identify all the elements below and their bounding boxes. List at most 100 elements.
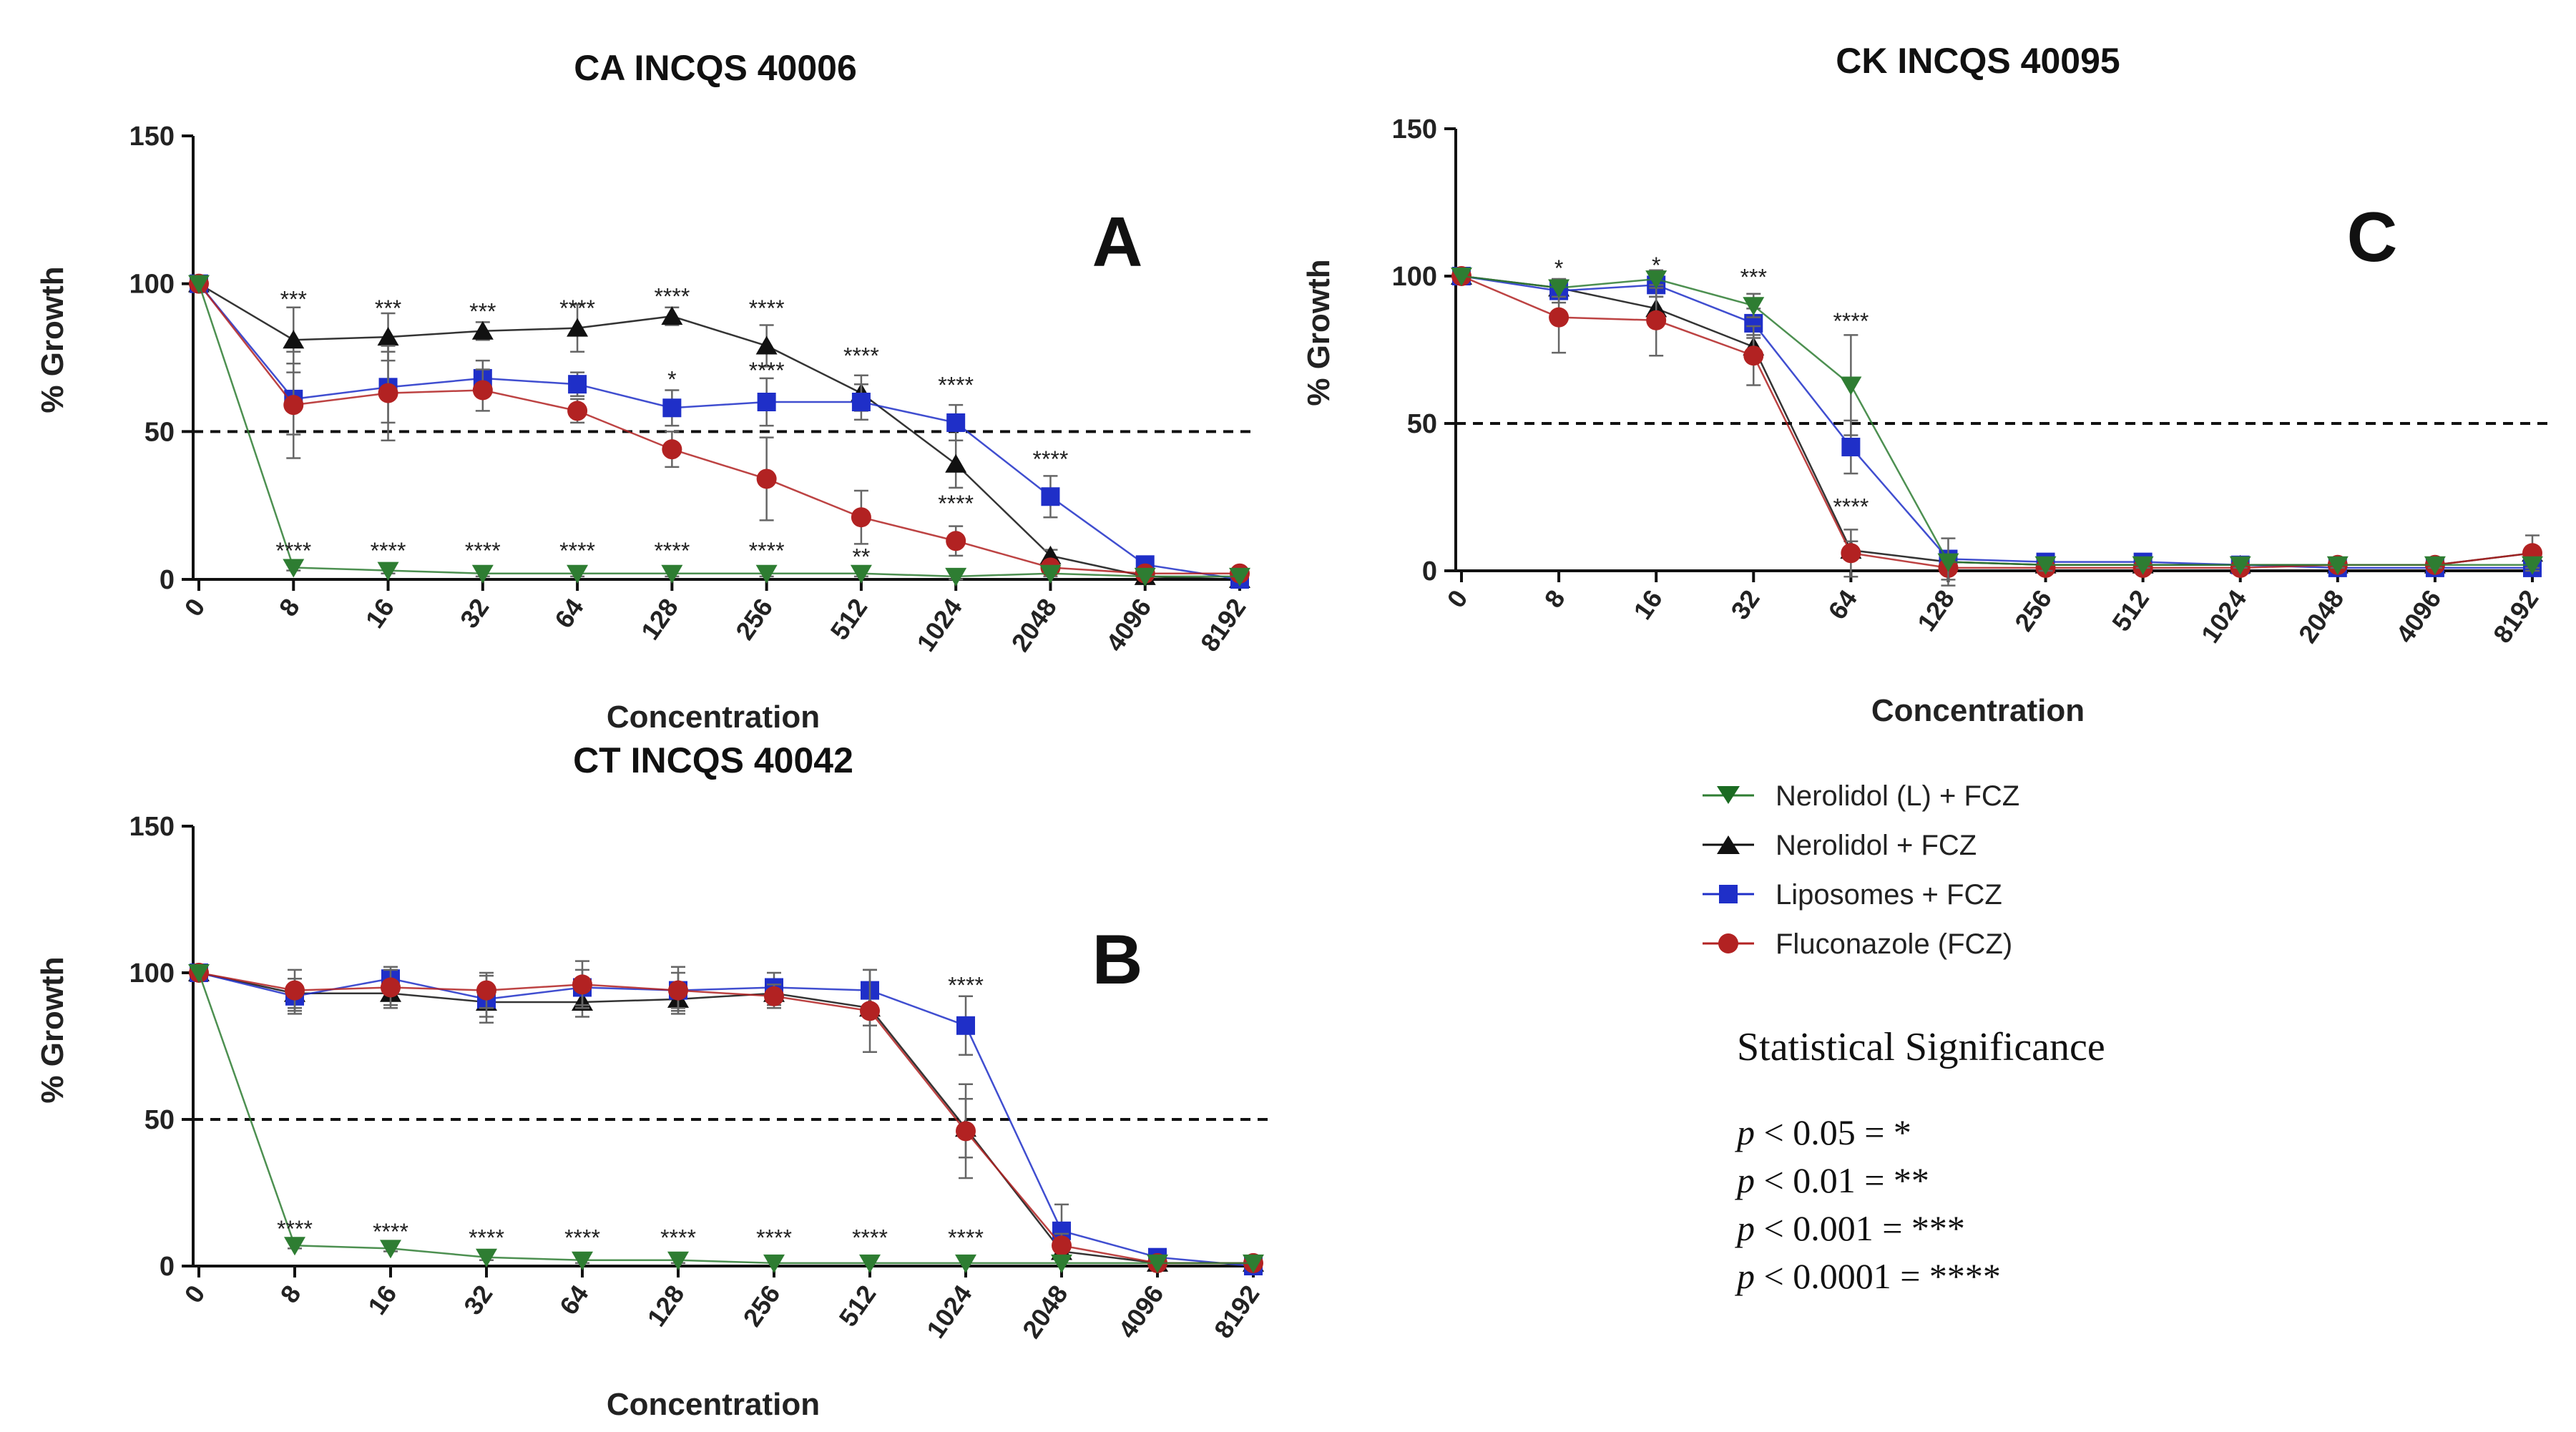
data-point — [283, 330, 305, 349]
significance-annotation: **** — [749, 538, 785, 564]
significance-annotation: **** — [275, 538, 311, 564]
data-point — [956, 1016, 975, 1035]
significance-annotation: **** — [948, 1225, 984, 1250]
chart-title: CT INCQS 40042 — [573, 740, 853, 780]
data-point — [955, 1254, 976, 1273]
data-point — [756, 469, 777, 489]
series-line — [198, 971, 1253, 1265]
significance-annotation: **** — [1833, 308, 1869, 334]
data-point — [572, 1251, 593, 1270]
series-line — [198, 283, 1240, 581]
significance-annotation: **** — [948, 973, 984, 999]
data-point — [472, 380, 493, 401]
data-point — [567, 564, 589, 584]
data-point — [284, 1237, 305, 1256]
significance-annotation: **** — [749, 358, 785, 383]
significance-annotation: **** — [371, 538, 406, 564]
significance-annotation: **** — [749, 295, 785, 321]
data-point — [1743, 297, 1765, 316]
legend-item-fluconazole: Fluconazole (FCZ) — [1703, 928, 2012, 960]
significance-annotation: **** — [660, 1225, 696, 1250]
significance-row: p < 0.0001 = **** — [1735, 1256, 2001, 1296]
data-point — [1937, 553, 1959, 572]
y-tick-label: 50 — [1407, 409, 1437, 439]
y-tick-label: 150 — [129, 122, 175, 152]
data-point — [755, 564, 778, 584]
data-point — [471, 320, 494, 340]
y-tick-label: 100 — [129, 958, 175, 989]
significance-annotation: ** — [852, 544, 870, 569]
data-point — [945, 453, 967, 473]
data-point — [1451, 268, 1472, 286]
data-point — [763, 1254, 785, 1273]
chart-title: CK INCQS 40095 — [1836, 41, 2120, 81]
significance-row: p < 0.001 = *** — [1735, 1208, 1965, 1248]
significance-annotation: * — [667, 366, 676, 392]
legend-label: Nerolidol (L) + FCZ — [1776, 780, 2019, 812]
data-point — [1229, 567, 1250, 587]
data-point — [572, 974, 592, 995]
data-point — [476, 1248, 497, 1267]
data-point — [2326, 556, 2349, 575]
y-tick-label: 50 — [145, 1105, 175, 1135]
data-point — [757, 393, 776, 411]
data-point — [2034, 556, 2057, 575]
data-point — [283, 559, 305, 578]
legend-item-liposomes: Liposomes + FCZ — [1703, 879, 2002, 911]
chart-panel-a: CA INCQS 40006 A % Growth Concentration … — [35, 48, 1255, 735]
data-point — [851, 507, 871, 528]
legend-label: Liposomes + FCZ — [1776, 879, 2002, 911]
chart-title: CA INCQS 40006 — [574, 48, 857, 88]
significance-annotation: **** — [843, 343, 879, 368]
x-axis-label: Concentration — [607, 1387, 820, 1422]
data-point — [377, 327, 399, 346]
data-point — [188, 275, 210, 294]
significance-row: p < 0.05 = * — [1735, 1112, 1911, 1152]
legend-item-nerolidol-l: Nerolidol (L) + FCZ — [1703, 780, 2019, 812]
y-axis-label: % Growth — [1301, 259, 1336, 406]
y-tick-label: 100 — [1392, 262, 1437, 292]
significance-annotation: **** — [277, 1216, 313, 1242]
series-line — [198, 971, 1254, 1267]
data-point — [661, 306, 683, 325]
y-tick-label: 0 — [160, 565, 175, 595]
series-nl — [188, 964, 1264, 1273]
significance-annotation: * — [1554, 255, 1563, 281]
data-point — [850, 564, 872, 584]
legend-item-nerolidol: Nerolidol + FCZ — [1703, 830, 1977, 861]
chart-panel-c: CK INCQS 40095 C % Growth Concentration … — [1301, 41, 2548, 728]
y-axis-label: % Growth — [35, 266, 70, 413]
significance-annotation: *** — [469, 298, 496, 324]
y-tick-label: 100 — [129, 270, 175, 300]
significance-annotation: **** — [852, 1225, 888, 1250]
triangle-marker-icon — [1717, 835, 1740, 854]
data-point — [378, 383, 398, 403]
series-nl — [188, 275, 1250, 587]
data-point — [188, 964, 210, 983]
y-tick-label: 150 — [129, 812, 175, 842]
data-point — [567, 318, 589, 337]
data-point — [471, 564, 494, 584]
significance-annotation: *** — [1740, 264, 1767, 290]
data-point — [1646, 310, 1667, 330]
significance-row: p < 0.01 = ** — [1735, 1160, 1929, 1200]
legend: Nerolidol (L) + FCZ Nerolidol + FCZ Lipo… — [1703, 780, 2019, 960]
data-point — [661, 564, 683, 584]
triangle-down-marker-icon — [1717, 786, 1740, 804]
data-point — [667, 1251, 689, 1270]
data-point — [1051, 1254, 1072, 1273]
data-point — [2229, 556, 2251, 575]
data-point — [476, 980, 496, 1001]
data-point — [662, 439, 682, 460]
significance-annotation: **** — [654, 284, 690, 310]
y-tick-label: 150 — [1392, 114, 1437, 144]
significance-annotation: **** — [938, 491, 974, 516]
data-point — [1052, 1235, 1072, 1256]
data-point — [568, 375, 587, 394]
series-line — [1461, 275, 2532, 567]
y-tick-label: 0 — [1422, 556, 1437, 587]
significance-annotation: **** — [1833, 494, 1869, 520]
data-point — [1743, 345, 1764, 366]
